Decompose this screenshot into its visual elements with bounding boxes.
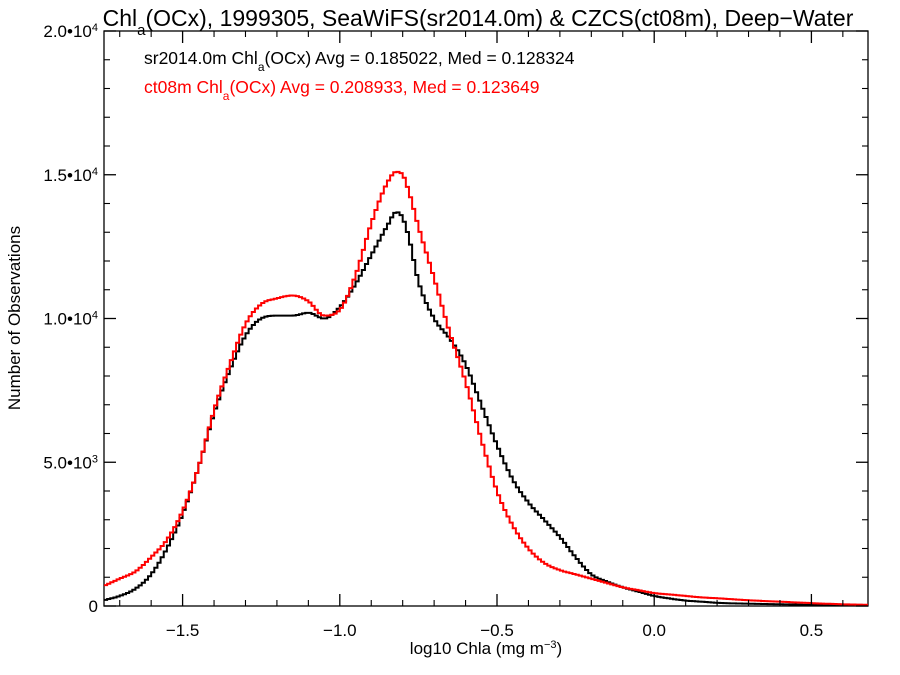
y-tick-label: 0 [89,597,98,616]
legend-entry-sr2014: sr2014.0m Chla(OCx) Avg = 0.185022, Med … [144,48,575,74]
y-axis-label: Number of Observations [5,226,24,410]
plot-frame [103,30,869,607]
y-tick-label: 1.0•104 [43,310,98,329]
x-tick-label: −0.5 [480,621,514,640]
x-tick-label: −1.5 [166,621,200,640]
x-tick-label: 0.5 [800,621,824,640]
x-tick-label: −1.0 [323,621,357,640]
y-tick-label: 1.5•104 [43,166,98,185]
series-line-sr2014-0m [104,211,868,607]
y-tick-label: 5.0•103 [43,453,98,472]
legend-entry-ct08m: ct08m Chla(OCx) Avg = 0.208933, Med = 0.… [144,77,540,103]
series-line-ct08m [104,170,868,606]
chart-title: Chla(OCx), 1999305, SeaWiFS(sr2014.0m) &… [103,5,854,39]
tick-layer: −1.5 −1.0 −0.5 0.0 0.5 0 5.0•103 1.0•104 1.5•104… [43,22,868,640]
series-layer [104,170,868,607]
y-tick-label: 2.0•104 [43,22,98,41]
x-axis-label: log10 Chla (mg m−3) [410,639,562,658]
x-tick-label: 0.0 [642,621,666,640]
